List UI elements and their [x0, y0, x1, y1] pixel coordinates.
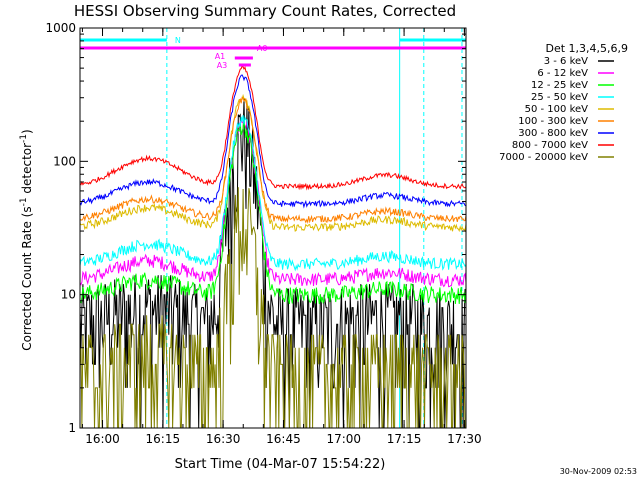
legend-title: Det 1,3,4,5,6,9 — [545, 42, 628, 55]
y-tick-label-1: 10 — [61, 288, 76, 302]
x-tick-label-1: 16:15 — [146, 432, 181, 446]
legend-label-2: 12 - 25 keV — [531, 80, 588, 91]
x-tick-label-6: 17:30 — [447, 432, 482, 446]
legend-label-0: 3 - 6 keV — [544, 56, 588, 67]
y-tick-label-2: 100 — [53, 154, 76, 168]
series-line-6 — [79, 74, 467, 209]
flag-label-a0: A0 — [257, 44, 268, 53]
series-line-2 — [79, 120, 467, 305]
series-line-3 — [79, 115, 467, 272]
y-tick-label-3: 1000 — [45, 21, 76, 35]
chart-title: HESSI Observing Summary Count Rates, Cor… — [74, 2, 456, 20]
legend-label-8: 7000 - 20000 keV — [499, 152, 588, 163]
y-axis-label: Corrected Count Rate (s-1 detector-1) — [19, 129, 34, 350]
legend-label-4: 50 - 100 keV — [525, 104, 589, 115]
series-line-7 — [79, 65, 467, 191]
flag-label-a3: A3 — [217, 61, 228, 70]
series-line-1 — [79, 119, 467, 288]
legend-label-3: 25 - 50 keV — [531, 92, 588, 103]
series-line-5 — [79, 96, 467, 225]
footer-timestamp: 30-Nov-2009 02:53 — [560, 467, 637, 476]
y-tick-label-0: 1 — [68, 421, 76, 435]
x-tick-label-2: 16:30 — [206, 432, 241, 446]
series-line-8 — [79, 187, 466, 429]
x-tick-label-5: 17:15 — [387, 432, 422, 446]
series-line-4 — [79, 93, 467, 233]
flag-label-a1: A1 — [215, 52, 226, 61]
plot-frame — [79, 27, 467, 429]
legend-label-7: 800 - 7000 keV — [512, 140, 588, 151]
legend-label-6: 300 - 800 keV — [518, 128, 588, 139]
x-tick-label-3: 16:45 — [266, 432, 301, 446]
legend-label-1: 6 - 12 keV — [537, 68, 588, 79]
x-axis-label: Start Time (04-Mar-07 15:54:22) — [175, 457, 386, 472]
x-tick-label-4: 17:00 — [326, 432, 361, 446]
flag-label-n: N — [175, 36, 181, 45]
legend-label-5: 100 - 300 keV — [518, 116, 588, 127]
x-tick-label-0: 16:00 — [85, 432, 120, 446]
